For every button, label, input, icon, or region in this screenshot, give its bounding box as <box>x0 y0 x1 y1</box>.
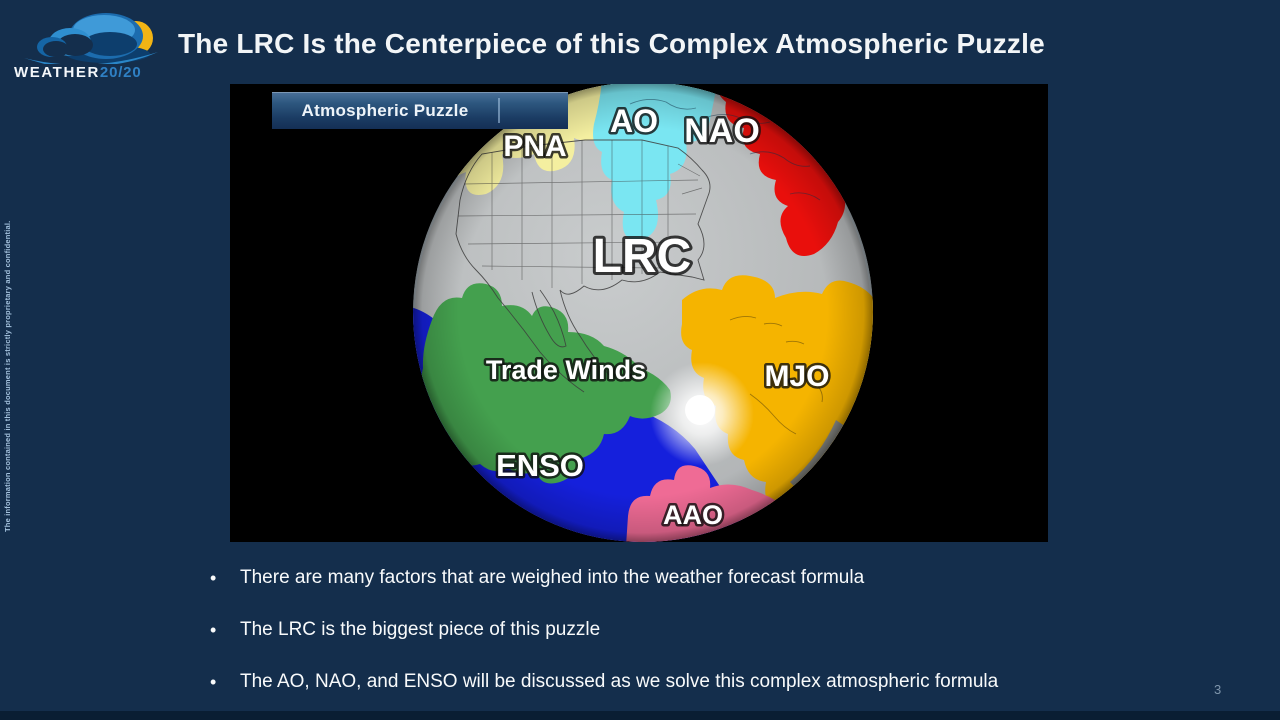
globe-labels: PNA AO NAO LRC MJO Trade Winds ENSO AAO <box>483 101 832 533</box>
label-pna: PNA <box>503 130 566 163</box>
bullet-text: There are many factors that are weighed … <box>240 567 865 588</box>
label-nao: NAO <box>684 112 760 150</box>
label-ao: AO <box>610 103 658 139</box>
atmospheric-puzzle-figure: PNA AO NAO LRC MJO Trade Winds ENSO AAO … <box>230 82 1048 542</box>
figure-header-label: Atmospheric Puzzle <box>301 100 469 120</box>
confidentiality-note: The information contained in this docume… <box>3 220 12 532</box>
bullet-item: The LRC is the biggest piece of this puz… <box>210 618 1150 642</box>
label-mjo: MJO <box>764 360 829 393</box>
figure-header-divider <box>498 98 500 123</box>
bullet-list: There are many factors that are weighed … <box>210 566 1150 720</box>
label-lrc: LRC <box>593 230 692 283</box>
rim-shading <box>413 82 873 542</box>
label-aao: AAO <box>663 500 723 530</box>
logo-wordmark: WEATHER20/20 <box>14 64 184 81</box>
logo-brand-text: WEATHER <box>14 64 100 81</box>
bullet-text: The LRC is the biggest piece of this puz… <box>240 619 601 640</box>
logo-suffix-text: 20/20 <box>99 64 142 81</box>
weather2020-logo: WEATHER20/20 <box>14 2 184 92</box>
bullet-item: There are many factors that are weighed … <box>210 566 1150 590</box>
figure-header-bar: Atmospheric Puzzle <box>272 92 568 129</box>
cloud-logo-icon <box>24 13 158 64</box>
bullet-text: The AO, NAO, and ENSO will be discussed … <box>240 671 999 692</box>
bottom-strip <box>0 711 1280 720</box>
label-trade-winds: Trade Winds <box>486 355 646 385</box>
label-enso: ENSO <box>496 448 584 483</box>
bullet-item: The AO, NAO, and ENSO will be discussed … <box>210 670 1150 694</box>
slide-title: The LRC Is the Centerpiece of this Compl… <box>178 28 1045 59</box>
page-number: 3 <box>1214 682 1222 697</box>
globe-diagram: PNA AO NAO LRC MJO Trade Winds ENSO AAO <box>413 82 873 542</box>
